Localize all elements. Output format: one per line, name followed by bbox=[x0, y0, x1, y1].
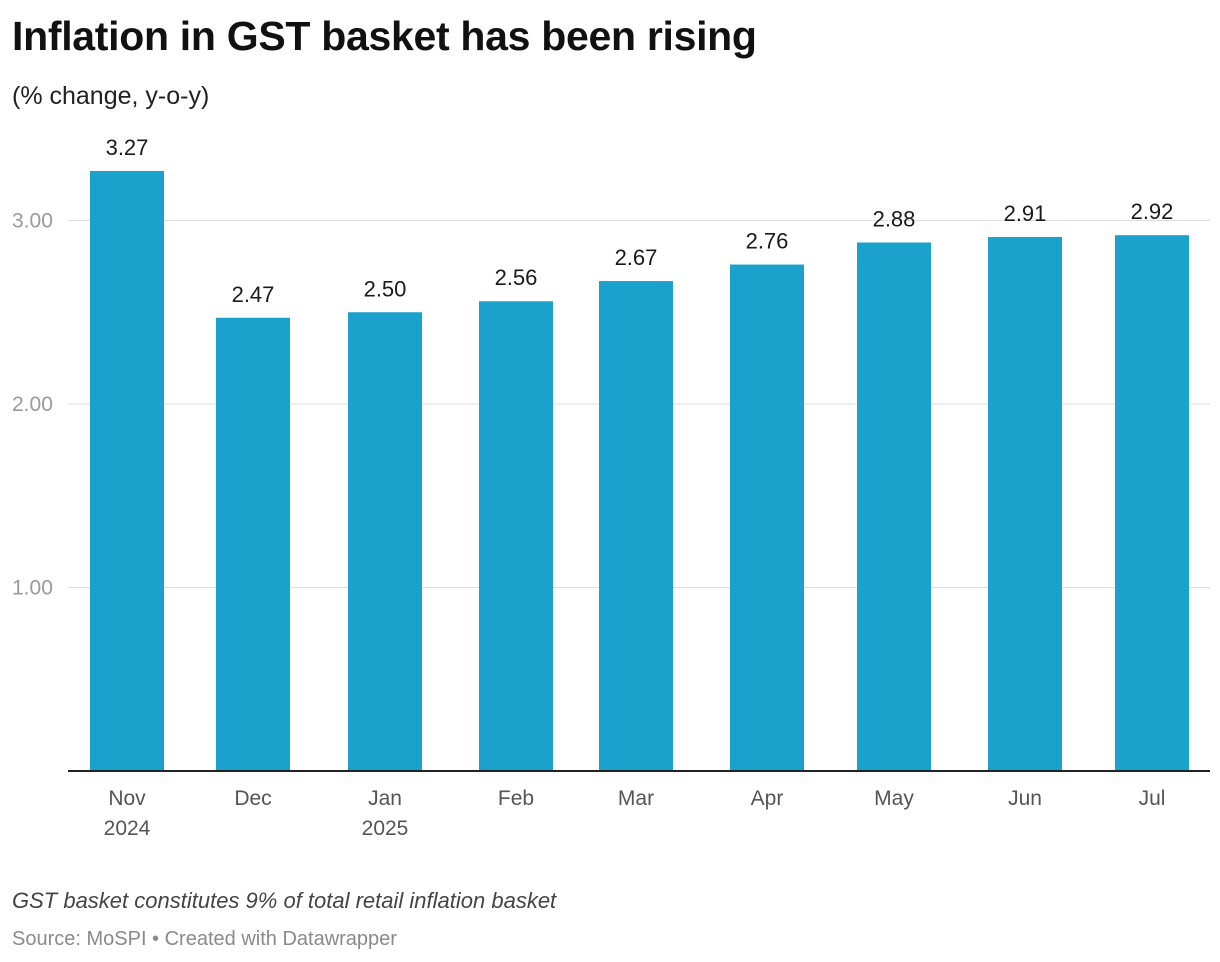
x-tick-label: Jan bbox=[368, 787, 402, 810]
x-tick-label: Apr bbox=[751, 787, 784, 810]
chart-subtitle: (% change, y-o-y) bbox=[12, 82, 210, 110]
x-tick-label: 2025 bbox=[362, 817, 409, 840]
x-tick-label: Feb bbox=[498, 787, 534, 810]
x-tick-label: Jun bbox=[1008, 787, 1042, 810]
data-label: 2.88 bbox=[873, 207, 916, 232]
bar bbox=[90, 170, 164, 771]
y-tick-label: 2.00 bbox=[12, 393, 53, 416]
bar bbox=[730, 264, 804, 771]
data-label: 3.27 bbox=[106, 135, 149, 160]
bar bbox=[857, 242, 931, 771]
bar bbox=[216, 317, 290, 771]
x-tick-label: Mar bbox=[618, 787, 654, 810]
data-label: 2.92 bbox=[1131, 199, 1174, 224]
x-tick-label: Nov bbox=[108, 787, 146, 810]
x-tick-label: May bbox=[874, 787, 914, 810]
chart-title: Inflation in GST basket has been rising bbox=[12, 13, 757, 59]
bar bbox=[348, 312, 422, 771]
bar bbox=[988, 237, 1062, 771]
x-tick-label: 2024 bbox=[104, 817, 151, 840]
bar bbox=[479, 301, 553, 771]
data-label: 2.76 bbox=[746, 229, 789, 254]
bar bbox=[1115, 235, 1189, 771]
bar bbox=[599, 281, 673, 771]
y-tick-label: 1.00 bbox=[12, 577, 53, 600]
data-label: 2.50 bbox=[364, 276, 407, 301]
chart-source: Source: MoSPI • Created with Datawrapper bbox=[12, 928, 397, 950]
chart-note: GST basket constitutes 9% of total retai… bbox=[12, 888, 557, 913]
data-label: 2.47 bbox=[232, 282, 275, 307]
data-label: 2.67 bbox=[615, 245, 658, 270]
y-tick-label: 3.00 bbox=[12, 210, 53, 233]
data-label: 2.91 bbox=[1004, 201, 1047, 226]
x-tick-label: Dec bbox=[234, 787, 271, 810]
x-tick-label: Jul bbox=[1139, 787, 1166, 810]
data-label: 2.56 bbox=[495, 265, 538, 290]
